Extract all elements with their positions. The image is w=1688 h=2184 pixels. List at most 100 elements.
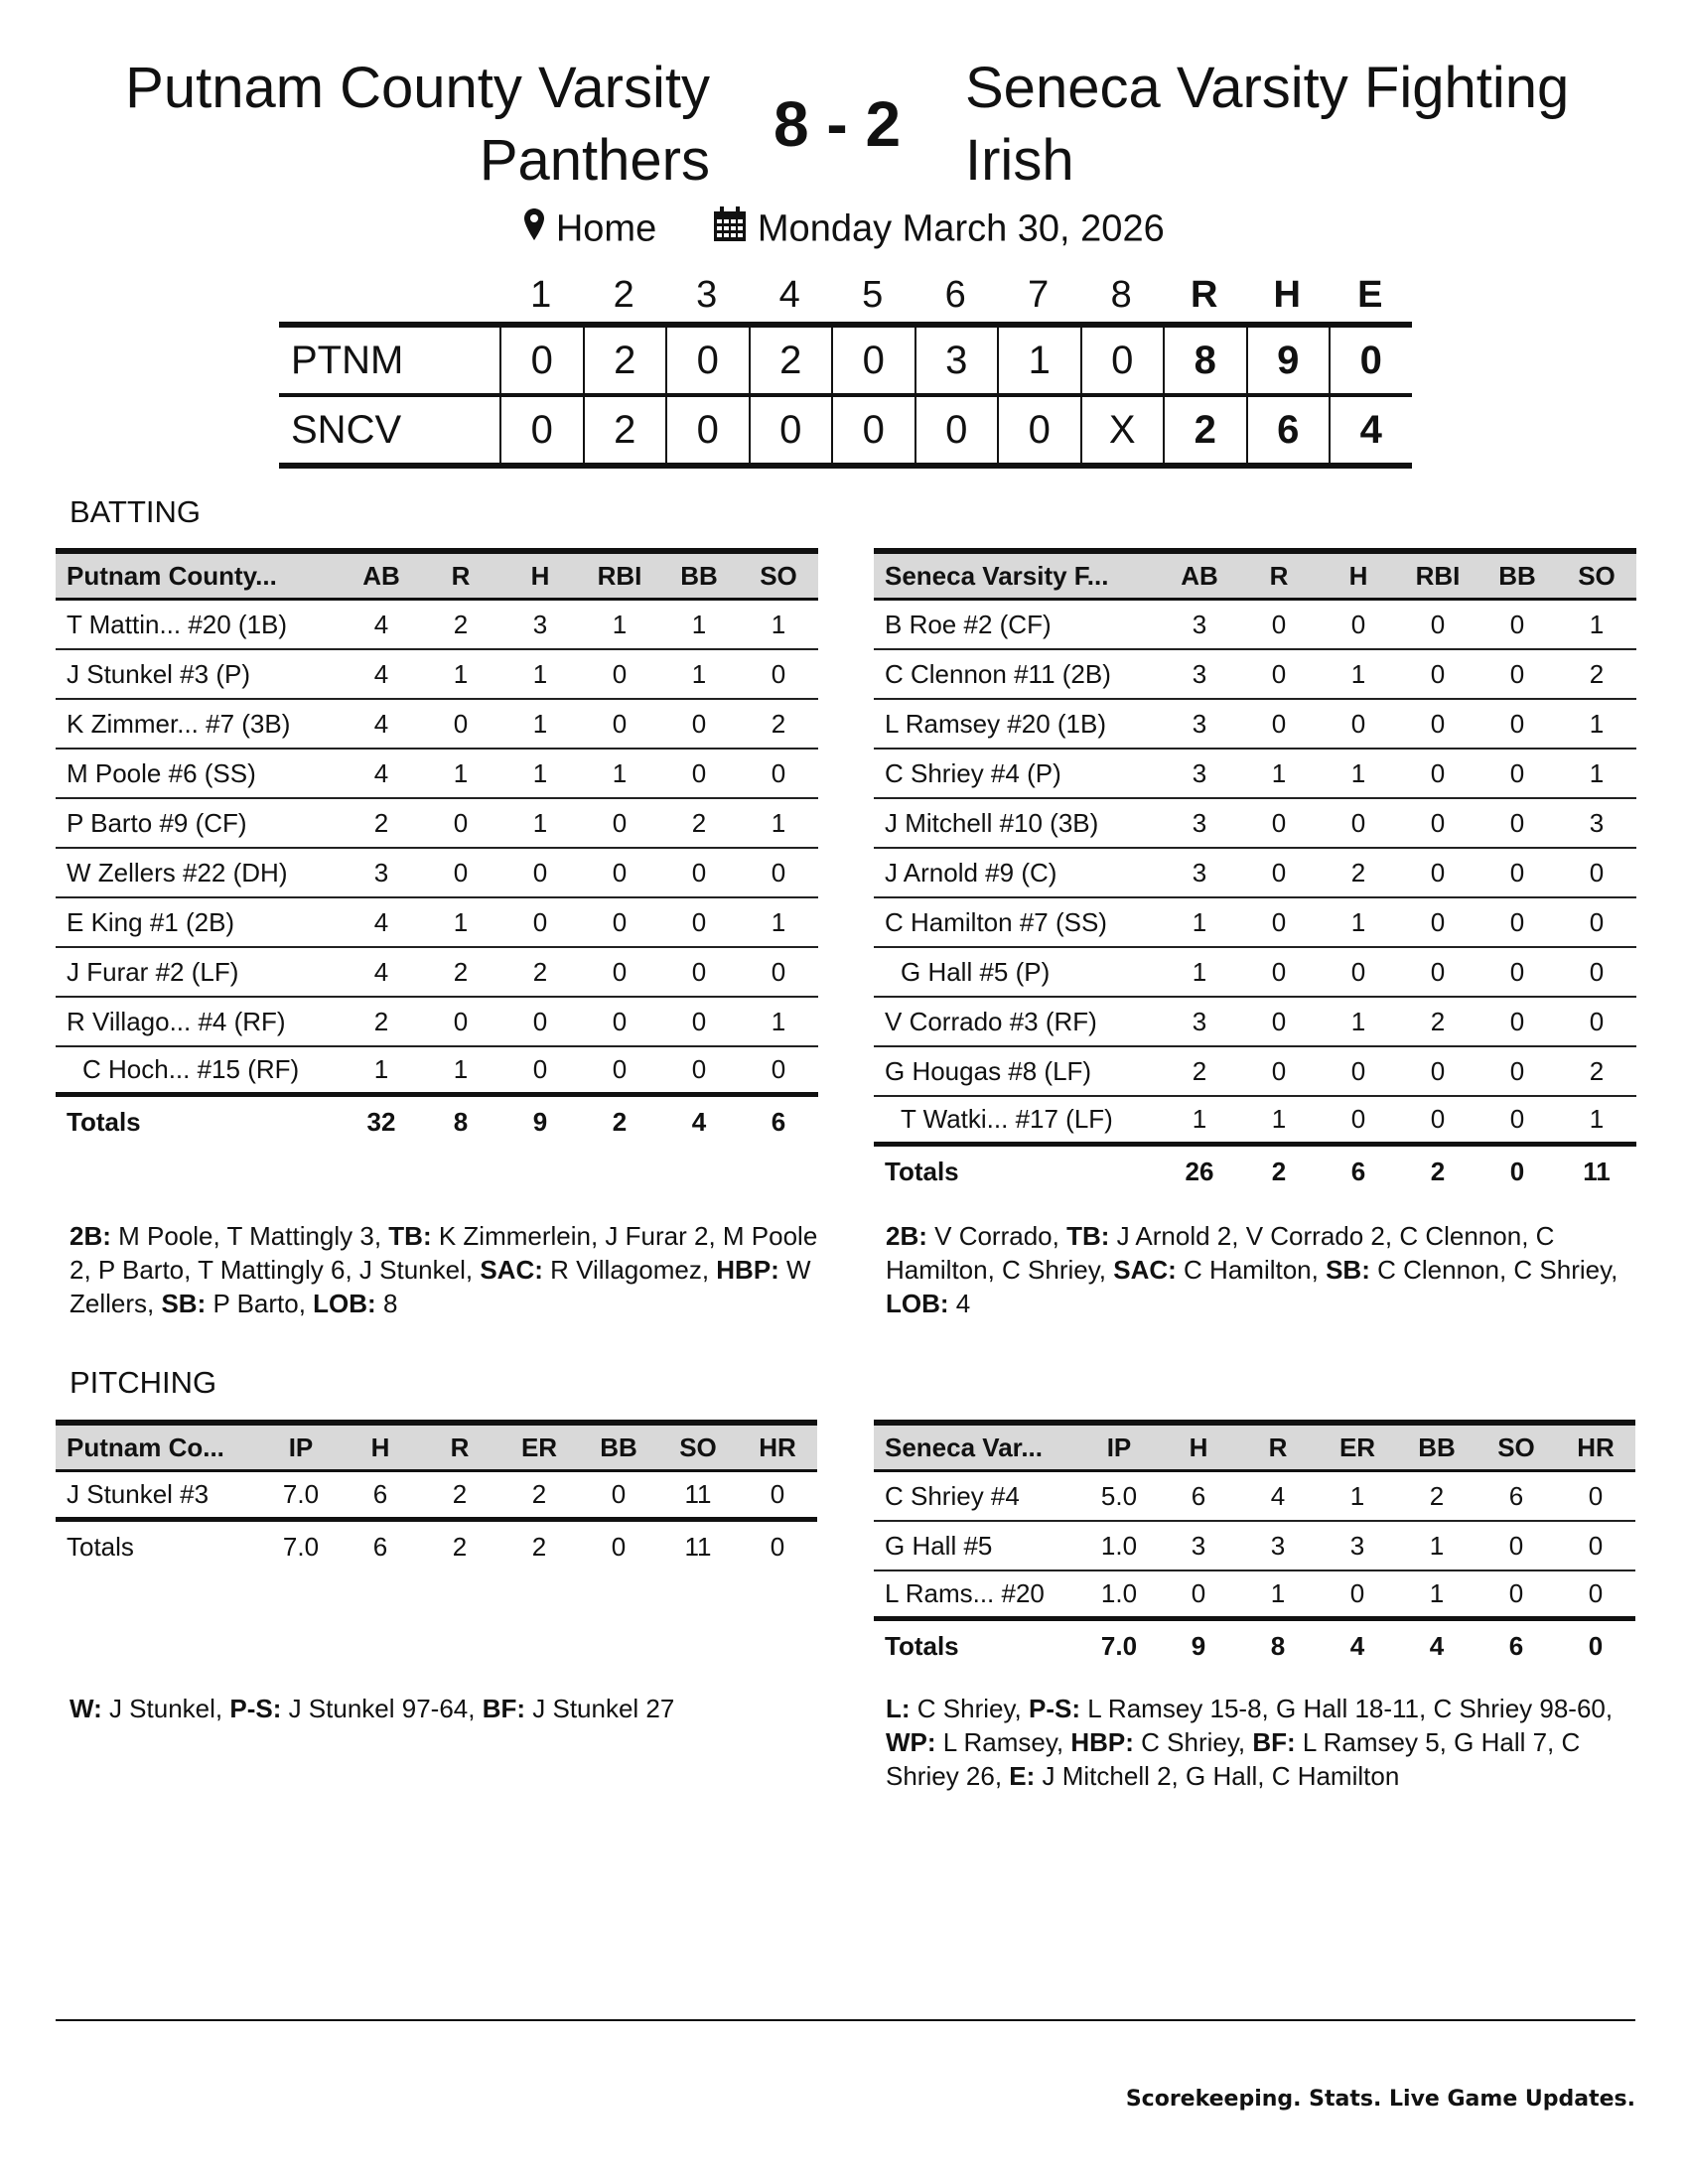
note-text: C Hamilton,	[1176, 1255, 1327, 1285]
stat-value: 3	[1349, 1530, 1365, 1561]
table-header-row: Putnam County... AB R H RBI BB SO	[56, 548, 818, 601]
stat-value: 0	[1509, 708, 1525, 739]
stat-value: 1	[453, 1054, 469, 1084]
player-name: T Watki... #17 (LF)	[901, 1104, 1113, 1134]
linescore-value: 0	[997, 397, 1080, 463]
totals-value: 6	[1508, 1630, 1524, 1661]
home-team-name: Seneca Varsity Fighting Irish	[965, 56, 1570, 193]
stat-value: 0	[771, 658, 786, 689]
table-row: J Stunkel #3 (P) 4 1 1 0 1 0	[56, 650, 818, 700]
note-label: W:	[70, 1694, 102, 1723]
game-date: Monday March 30, 2026	[757, 207, 1165, 250]
totals-value: 11	[1583, 1156, 1611, 1186]
stat-value: 4	[1270, 1480, 1286, 1511]
totals-value: 4	[691, 1106, 707, 1137]
stat-value: 0	[1350, 807, 1366, 838]
linescore-value: 8	[1163, 328, 1246, 393]
away-team-name: Putnam County Varsity Panthers	[125, 56, 710, 193]
stat-value: 0	[1350, 956, 1366, 987]
column-header: H	[1348, 560, 1368, 591]
linescore-corner	[279, 274, 499, 322]
linescore-value: 0	[831, 397, 914, 463]
totals-row: Totals 32 8 9 2 4 6	[56, 1097, 818, 1147]
note-label: 2B:	[70, 1221, 111, 1251]
table-row: C Shriey #4 (P) 3 1 1 0 0 1	[874, 750, 1636, 799]
note-label: HBP:	[716, 1255, 779, 1285]
stat-value: 1	[612, 609, 628, 639]
stat-value: 4	[373, 956, 389, 987]
player-name: J Furar #2 (LF)	[67, 956, 239, 987]
note-label: SAC:	[480, 1255, 543, 1285]
stat-value: 1	[1429, 1578, 1445, 1608]
player-name: L Ramsey #20 (1B)	[885, 708, 1107, 739]
stat-value: 1	[612, 757, 628, 788]
note-text: C Clennon, C Shriey,	[1369, 1255, 1618, 1285]
stat-value: 6	[1508, 1480, 1524, 1511]
player-name: J Stunkel #3	[67, 1479, 210, 1509]
stat-value: 2	[1350, 857, 1366, 887]
stat-value: 0	[691, 857, 707, 887]
table-row: B Roe #2 (CF) 3 0 0 0 0 1	[874, 601, 1636, 650]
linescore-column-header: 3	[696, 274, 718, 316]
stat-value: 1	[1349, 1480, 1365, 1511]
linescore: 1 2 3 4 5 6 7 8 R H E PTNM 0 2 0 2 0 3 1 0 8 9 0 SNCV 0 2 0 0 0 0 0 X 2 6…	[279, 274, 1412, 469]
column-header: H	[530, 560, 550, 591]
stat-value: 1	[453, 906, 469, 937]
table-row: G Hall #5 (P) 1 0 0 0 0 0	[874, 948, 1636, 998]
table-team-header: Seneca Varsity F...	[885, 560, 1109, 591]
linescore-header: 1 2 3 4 5 6 7 8 R H E	[279, 274, 1412, 322]
stat-value: 1	[1350, 1006, 1366, 1036]
batting-table-home: Seneca Varsity F... AB R H RBI BB SO B Roe #2 (…	[874, 548, 1636, 1196]
stat-value: 1	[691, 609, 707, 639]
totals-value: 26	[1185, 1156, 1214, 1186]
footer-tagline: Scorekeeping. Stats. Live Game Updates.	[1125, 2087, 1635, 2112]
stat-value: 0	[1509, 1006, 1525, 1036]
stat-value: 0	[612, 807, 628, 838]
stat-value: 0	[1430, 757, 1446, 788]
totals-label: Totals	[885, 1156, 959, 1186]
stat-value: 1	[1589, 1104, 1605, 1134]
table-row: R Villago... #4 (RF) 2 0 0 0 0 1	[56, 998, 818, 1047]
final-score: 8 - 2	[773, 88, 902, 160]
linescore-bottom-rule	[279, 463, 1412, 469]
stat-value: 2	[1589, 1055, 1605, 1086]
note-label: SB:	[1326, 1255, 1370, 1285]
note-label: P-S:	[229, 1694, 282, 1723]
linescore-value: 0	[914, 397, 998, 463]
stat-value: 4	[373, 708, 389, 739]
column-header: R	[450, 1432, 470, 1462]
linescore-value: 0	[499, 328, 583, 393]
note-text: M Poole, T Mattingly 3,	[110, 1221, 389, 1251]
table-row: C Shriey #4 5.0 6 4 1 2 6 0	[874, 1472, 1635, 1522]
stat-value: 0	[1430, 609, 1446, 639]
table-row: C Hoch... #15 (RF) 1 1 0 0 0 0	[56, 1047, 818, 1097]
column-header: IP	[1106, 1432, 1132, 1462]
stat-value: 2	[532, 956, 548, 987]
table-row: T Watki... #17 (LF) 1 1 0 0 0 1	[874, 1097, 1636, 1147]
note-text: K Zimmerlein, J Furar 2, M Poole 2, P Ba…	[70, 1221, 818, 1285]
stat-value: 0	[1589, 1006, 1605, 1036]
stat-value: 0	[1430, 1055, 1446, 1086]
totals-label: Totals	[67, 1531, 134, 1562]
note-text: J Mitchell 2, G Hall, C Hamilton	[1035, 1761, 1400, 1791]
stat-value: 0	[1271, 1006, 1287, 1036]
column-header: RBI	[597, 560, 642, 591]
stat-value: 0	[1430, 1104, 1446, 1134]
totals-value: 4	[1349, 1630, 1365, 1661]
stat-value: 0	[532, 1006, 548, 1036]
stat-value: 0	[1271, 807, 1287, 838]
note-text: 8	[375, 1289, 398, 1318]
stat-value: 2	[771, 708, 786, 739]
pitching-notes-home: L: C Shriey, P-S: L Ramsey 15-8, G Hall …	[886, 1692, 1640, 1793]
stat-value: 4	[373, 757, 389, 788]
stat-value: 0	[1430, 708, 1446, 739]
linescore-value: 0	[1329, 328, 1412, 393]
linescore-value: 2	[582, 397, 666, 463]
stat-value: 0	[1350, 1055, 1366, 1086]
note-label: LOB:	[886, 1289, 949, 1318]
stat-value: 7.0	[282, 1479, 320, 1509]
linescore-value: 2	[1163, 397, 1246, 463]
totals-value: 6	[771, 1106, 786, 1137]
stat-value: 1	[691, 658, 707, 689]
stat-value: 3	[1192, 757, 1207, 788]
